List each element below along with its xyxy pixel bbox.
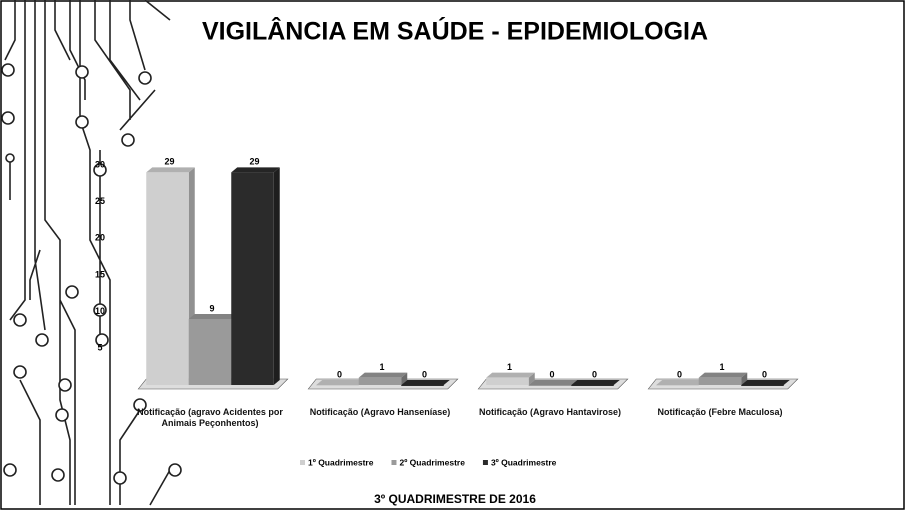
bar <box>486 377 529 385</box>
bar-top <box>316 380 365 385</box>
data-label: 0 <box>422 369 427 379</box>
y-tick-label: 10 <box>95 306 105 316</box>
x-tick-label: Notificação (agravo Acidentes por Animai… <box>137 407 283 428</box>
bar-top <box>401 380 450 385</box>
legend-label: 1º Quadrimestre <box>308 457 374 467</box>
data-label: 0 <box>677 369 682 379</box>
bar-top <box>188 314 238 319</box>
bar-top <box>698 372 748 378</box>
bar-top <box>741 380 790 385</box>
bar-top <box>486 372 535 378</box>
bar-side <box>528 372 535 385</box>
data-label: 0 <box>592 369 597 379</box>
y-tick-label: 20 <box>95 233 105 243</box>
circuit-decoration <box>1 0 182 506</box>
data-label: 0 <box>337 369 342 379</box>
legend-swatch <box>482 460 488 465</box>
y-tick-label: 30 <box>95 159 105 169</box>
y-tick-label: 5 <box>97 343 102 353</box>
bar <box>741 385 784 386</box>
bar <box>231 172 274 385</box>
data-label: 1 <box>507 362 512 372</box>
x-tick-label: Notificação (Agravo Hanseníase) <box>309 407 451 417</box>
bar <box>571 385 614 386</box>
legend-swatch <box>391 460 397 465</box>
bar <box>698 377 742 385</box>
legend-label: 3º Quadrimestre <box>491 457 557 467</box>
chart-subtitle: 3º QUADRIMESTRE DE 2016 <box>374 492 536 506</box>
bar-top <box>146 167 195 173</box>
legend-swatch <box>300 460 305 465</box>
bar <box>188 319 232 385</box>
bar-side <box>273 167 280 385</box>
x-tick-label: Notificação (Agravo Hantavirose) <box>478 407 622 417</box>
data-label: 1 <box>379 362 384 372</box>
data-label: 1 <box>719 362 724 372</box>
bar-side <box>741 372 748 385</box>
data-label: 29 <box>249 157 259 167</box>
legend-label: 2º Quadrimestre <box>399 457 465 467</box>
y-tick-label: 15 <box>95 269 105 279</box>
y-tick-label: 25 <box>95 196 105 206</box>
bar-top <box>358 372 408 378</box>
bar <box>656 385 699 386</box>
data-label: 0 <box>549 369 554 379</box>
bar-top <box>231 167 280 173</box>
data-label: 29 <box>164 157 174 167</box>
bar <box>401 385 444 386</box>
bar <box>316 385 359 386</box>
bar-side <box>401 372 408 385</box>
bar-top <box>571 380 620 385</box>
chart-title: VIGILÂNCIA EM SAÚDE - EPIDEMIOLOGIA <box>202 16 708 46</box>
bar <box>146 172 189 385</box>
bar-top <box>528 380 578 385</box>
bar <box>358 377 402 385</box>
bar-top <box>656 380 705 385</box>
bar <box>528 385 572 386</box>
data-label: 0 <box>762 369 767 379</box>
x-tick-label: Notificação (Febre Maculosa) <box>657 407 783 417</box>
data-label: 9 <box>209 303 214 313</box>
